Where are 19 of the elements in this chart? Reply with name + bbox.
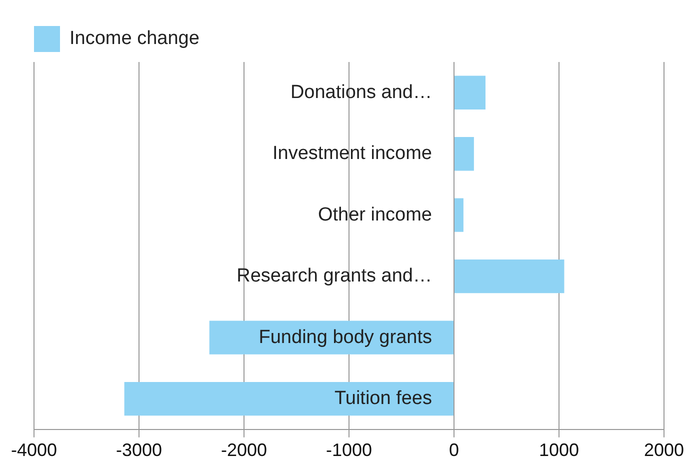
bar xyxy=(454,137,474,171)
x-tick-label: 1000 xyxy=(538,440,580,460)
x-tick-label: -2000 xyxy=(220,440,268,460)
bar xyxy=(124,382,454,416)
y-tick-label: Investment income xyxy=(272,143,432,164)
y-tick-label: Tuition fees xyxy=(334,388,432,410)
y-tick-label: Research grants and… xyxy=(236,266,432,287)
x-tick-label: -1000 xyxy=(326,440,372,460)
x-tick-label: 2000 xyxy=(644,440,684,460)
legend-label: Income change xyxy=(70,28,200,50)
bar xyxy=(454,76,486,110)
x-tick-label: -3000 xyxy=(116,440,162,460)
y-tick-label: Funding body grants xyxy=(258,326,432,348)
y-tick-label: Donations and… xyxy=(290,82,432,103)
x-tick-label: -4000 xyxy=(10,440,58,460)
y-tick-label: Other income xyxy=(318,204,432,226)
x-tick-label: 0 xyxy=(448,440,459,460)
bar xyxy=(454,259,564,294)
bar xyxy=(454,198,464,232)
